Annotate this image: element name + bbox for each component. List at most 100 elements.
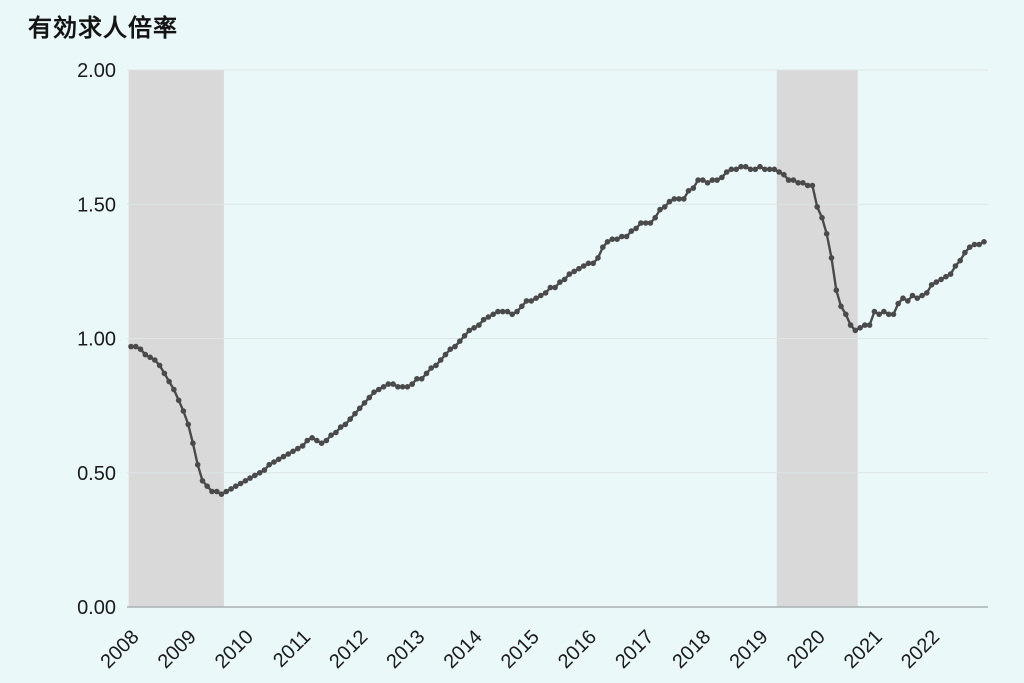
data-point (823, 231, 830, 237)
data-point (566, 271, 573, 277)
data-point (147, 354, 153, 361)
y-tick-label: 0.50 (77, 463, 116, 485)
data-point (295, 445, 301, 452)
data-point (905, 298, 911, 304)
data-point (347, 416, 354, 422)
data-point (828, 255, 835, 261)
data-point (366, 394, 373, 401)
data-point (418, 376, 425, 382)
data-point (376, 386, 382, 393)
data-point (271, 459, 277, 465)
data-point (580, 263, 587, 269)
x-tick-label: 2020 (783, 626, 830, 673)
data-point (194, 461, 201, 468)
data-point (466, 327, 473, 334)
data-point (333, 429, 339, 436)
data-point (314, 437, 320, 444)
data-point (171, 386, 177, 393)
data-point (728, 166, 735, 173)
data-point (266, 461, 273, 468)
data-point (866, 322, 873, 328)
data-point (947, 271, 954, 277)
data-point (156, 362, 163, 369)
data-point (814, 204, 820, 210)
data-point (966, 244, 973, 250)
data-point (933, 279, 940, 285)
data-point (971, 241, 978, 248)
data-point (471, 325, 477, 331)
data-point (242, 478, 249, 484)
data-point (719, 174, 725, 181)
data-point (356, 405, 363, 412)
data-point (771, 166, 778, 173)
data-point (657, 206, 663, 213)
data-point (881, 308, 887, 315)
x-tick-label: 2011 (269, 626, 315, 672)
data-point (909, 292, 916, 299)
data-point (733, 166, 739, 173)
data-point (628, 228, 635, 234)
x-tick-label: 2013 (382, 626, 429, 673)
data-point (819, 214, 825, 221)
data-point (399, 384, 406, 390)
data-point (175, 397, 182, 404)
data-point (709, 177, 716, 183)
y-tick-label: 1.00 (77, 329, 116, 351)
data-point (318, 440, 325, 447)
data-point (595, 255, 601, 261)
data-point (499, 308, 506, 315)
data-point (514, 308, 520, 315)
data-point (652, 214, 658, 221)
data-point (390, 381, 396, 387)
x-tick-label: 2010 (211, 626, 258, 673)
data-point (128, 343, 134, 350)
data-point (204, 483, 210, 490)
data-point (328, 432, 334, 439)
data-point (476, 322, 482, 328)
data-point (900, 295, 906, 302)
chart-title: 有効求人倍率 (28, 15, 178, 42)
data-point (714, 177, 720, 183)
data-point (723, 169, 730, 175)
data-point (423, 370, 430, 377)
data-point (576, 265, 582, 272)
data-point (433, 362, 439, 369)
data-point (547, 284, 554, 291)
data-point (585, 260, 592, 267)
data-point (228, 486, 234, 492)
data-point (557, 279, 563, 285)
data-point (247, 475, 253, 481)
data-point (695, 177, 701, 183)
data-point (290, 448, 296, 455)
data-point (304, 437, 311, 444)
data-point (766, 166, 773, 173)
data-point (852, 327, 859, 334)
data-point (700, 177, 706, 183)
data-point (428, 365, 435, 371)
data-point (962, 249, 968, 256)
data-point (671, 196, 678, 202)
data-point (504, 308, 511, 315)
data-point (528, 298, 535, 304)
data-point (981, 239, 987, 245)
data-point (742, 163, 749, 170)
data-point (704, 180, 711, 186)
data-point (876, 311, 882, 318)
data-point (838, 303, 844, 310)
data-point (804, 182, 811, 189)
data-point (757, 163, 763, 170)
data-point (638, 220, 644, 226)
data-point (661, 204, 668, 210)
data-point (361, 400, 368, 406)
data-point (843, 311, 849, 318)
data-point (633, 225, 639, 232)
data-point (480, 316, 487, 323)
data-point (495, 308, 501, 315)
data-point (857, 325, 863, 331)
data-point (447, 346, 454, 353)
data-point (833, 287, 840, 294)
data-point (309, 435, 315, 441)
x-tick-label: 2016 (554, 626, 601, 673)
data-point (342, 421, 349, 428)
